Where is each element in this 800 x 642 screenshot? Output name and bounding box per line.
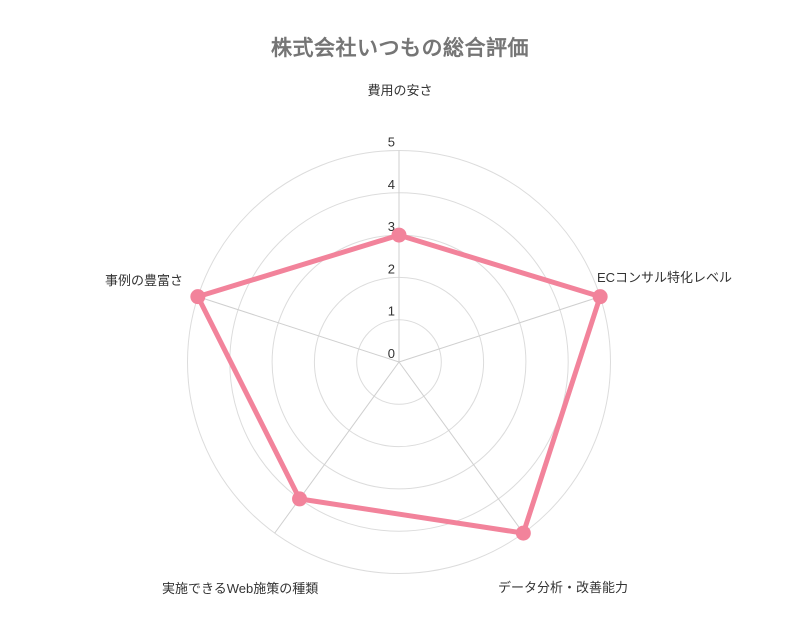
axis-label-case-studies: 事例の豊富さ	[104, 273, 183, 288]
axis-spoke	[197, 296, 400, 363]
tick-label: 1	[388, 304, 395, 319]
data-series-line	[195, 232, 603, 536]
axis-label-data-analysis: データ分析・改善能力	[498, 580, 629, 595]
axis-label-web-measures: 実施できるWeb施策の種類	[162, 581, 319, 596]
axis-spoke	[398, 296, 601, 363]
tick-label: 2	[388, 261, 395, 276]
tick-label: 0	[388, 346, 395, 361]
axis-spoke	[398, 361, 524, 534]
axis-label-cost: 費用の安さ	[367, 83, 433, 98]
tick-label: 4	[388, 177, 395, 192]
tick-label: 5	[388, 135, 395, 150]
data-point	[190, 289, 206, 305]
tick-label: 3	[388, 219, 395, 234]
data-point	[515, 525, 531, 541]
data-point	[391, 227, 407, 243]
data-point	[592, 289, 608, 305]
chart-title: 株式会社いつもの総合評価	[271, 37, 529, 60]
axis-label-ec-consulting: ECコンサル特化レベル	[597, 270, 733, 285]
data-point	[292, 491, 308, 507]
axis-spoke	[274, 361, 400, 534]
